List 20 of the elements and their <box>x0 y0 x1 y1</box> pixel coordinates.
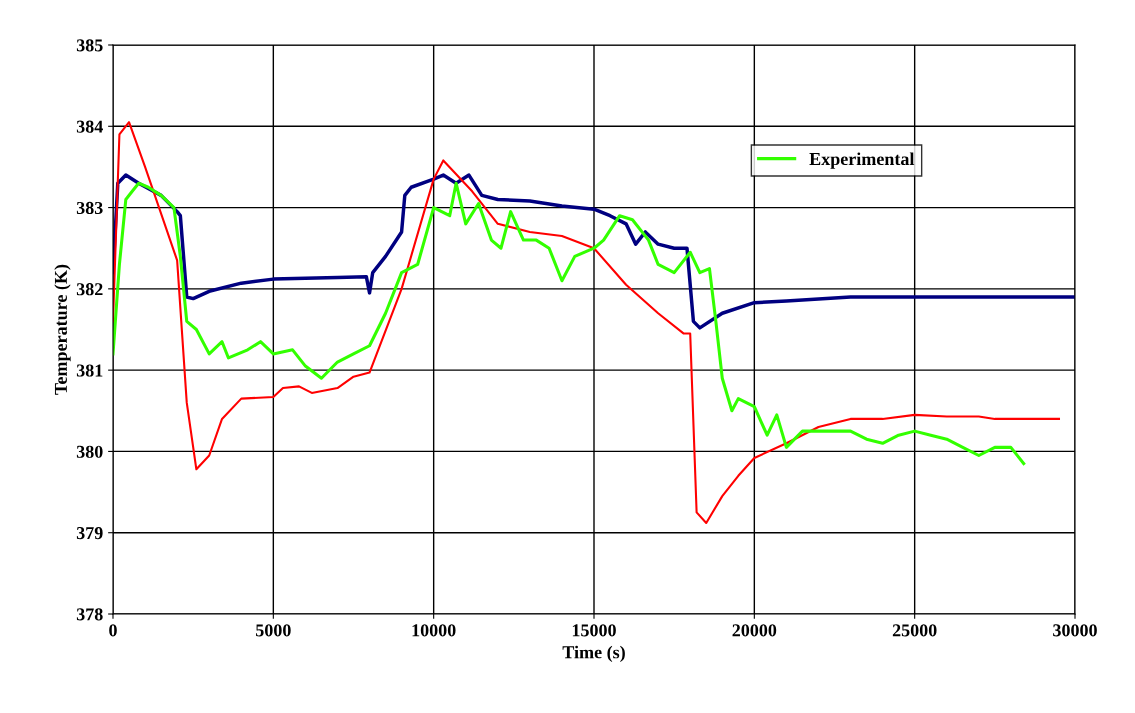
y-tick-label: 385 <box>76 39 103 52</box>
x-axis-title: Time (s) <box>562 645 625 663</box>
y-tick-label: 380 <box>76 445 103 458</box>
y-tick-label: 384 <box>76 120 103 133</box>
y-tick-label: 381 <box>76 364 103 377</box>
x-tick-label: 15000 <box>572 624 616 637</box>
y-tick-label: 379 <box>76 527 103 540</box>
y-tick-label: 383 <box>76 201 103 215</box>
y-tick-label: 378 <box>76 608 103 621</box>
y-tick-label: 382 <box>76 283 103 296</box>
x-tick-label: 0 <box>109 624 117 637</box>
line-series <box>113 121 1061 524</box>
legend-label: Experimental <box>809 152 915 169</box>
x-tick-label: 5000 <box>256 624 291 637</box>
y-axis-title: Temperature (K) <box>54 264 71 395</box>
line-series <box>113 181 1026 466</box>
x-tick-label: 30000 <box>1053 624 1097 637</box>
x-tick-label: 25000 <box>892 624 937 637</box>
x-tick-label: 20000 <box>732 624 777 637</box>
x-tick-label: 10000 <box>412 624 456 637</box>
